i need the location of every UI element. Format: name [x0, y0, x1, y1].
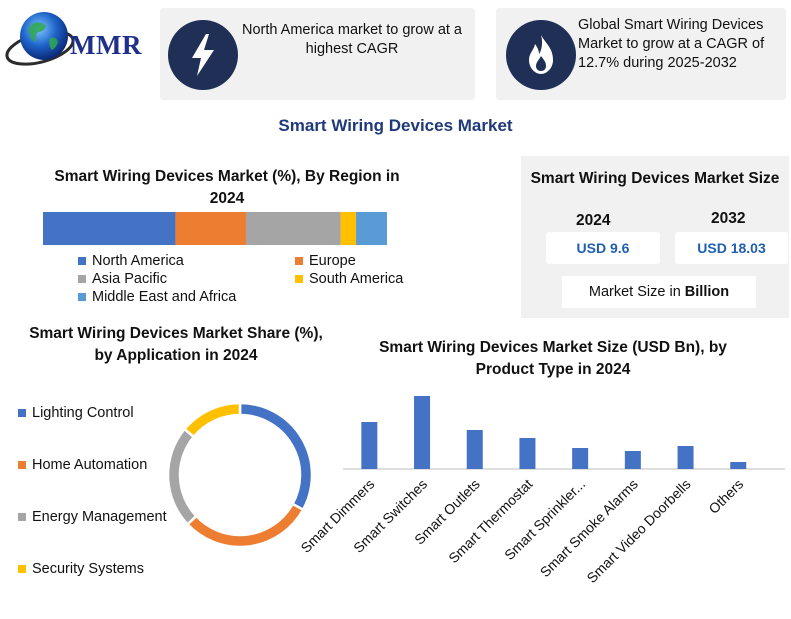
legend-swatch: [78, 257, 86, 265]
legend-asia-pacific: Asia Pacific: [78, 271, 167, 287]
highlight-card-cagr: Global Smart Wiring Devices Market to gr…: [496, 8, 786, 100]
legend-europe: Europe: [295, 253, 356, 269]
x-tick-label: Others: [705, 476, 746, 517]
application-chart-title: Smart Wiring Devices Market Share (%), b…: [29, 325, 323, 364]
legend-swatch: [18, 409, 26, 417]
legend-south-america: South America: [295, 271, 403, 287]
legend-label: Home Automation: [32, 457, 148, 473]
donut-slice-energy-management: [166, 427, 199, 527]
legend-label: Energy Management: [32, 509, 167, 525]
bar-others: [730, 462, 747, 469]
bar-smart-sprinkler: [572, 448, 589, 469]
legend-label: South America: [309, 271, 404, 287]
donut-slice-security-systems: [182, 401, 242, 439]
legend-label: Security Systems: [32, 561, 144, 577]
legend-swatch: [295, 275, 303, 283]
application-donut-chart: [166, 401, 314, 549]
bar-smart-smoke-alarms: [624, 451, 641, 469]
x-tick-label: Smart Video Doorbells: [583, 476, 693, 586]
legend-label: Europe: [309, 253, 356, 269]
flame-icon: [506, 20, 576, 90]
legend-label: Middle East and Africa: [92, 289, 237, 305]
product-chart-title: Smart Wiring Devices Market Size (USD Bn…: [379, 339, 727, 378]
legend-swatch: [78, 293, 86, 301]
bar-smart-thermostat: [519, 438, 536, 469]
legend-swatch: [295, 257, 303, 265]
card2-text: Global Smart Wiring Devices Market to gr…: [578, 17, 765, 71]
year-2032: 2032: [711, 210, 746, 227]
page-title: Smart Wiring Devices Market: [278, 116, 513, 135]
legend-label: Asia Pacific: [92, 271, 167, 287]
legend-middle-east-africa: Middle East and Africa: [78, 289, 236, 305]
legend-label: North America: [92, 253, 184, 269]
unit-prefix: Market Size in: [588, 284, 681, 300]
highlight-card-north-america: North America market to grow at a highes…: [160, 8, 475, 100]
region-segment-asia-pacific: [245, 212, 341, 245]
region-stacked-bar: [43, 212, 387, 245]
bar-smart-video-doorbells: [677, 446, 694, 469]
region-segment-middle-east-and-africa: [356, 212, 387, 245]
value-2024: USD 9.6: [546, 232, 660, 264]
legend-energy-management: Energy Management: [18, 509, 167, 525]
legend-swatch: [18, 565, 26, 573]
value-2032: USD 18.03: [675, 232, 788, 264]
bar-smart-switches: [414, 396, 431, 469]
x-tick-label: Smart Smoke Alarms: [537, 476, 641, 580]
mmr-logo: [5, 12, 75, 66]
legend-lighting-control: Lighting Control: [18, 405, 134, 421]
region-segment-europe: [175, 212, 246, 245]
bar-smart-dimmers: [361, 422, 378, 469]
market-size-title: Smart Wiring Devices Market Size: [530, 170, 780, 187]
market-size-unit: Market Size in Billion: [562, 276, 756, 308]
legend-home-automation: Home Automation: [18, 457, 147, 473]
legend-north-america: North America: [78, 253, 184, 269]
legend-swatch: [78, 275, 86, 283]
year-2024: 2024: [576, 212, 611, 229]
bar-smart-outlets: [466, 430, 483, 469]
region-chart-title: Smart Wiring Devices Market (%), By Regi…: [54, 168, 400, 207]
region-segment-south-america: [340, 212, 357, 245]
card1-text: North America market to grow at a highes…: [242, 22, 462, 57]
region-segment-north-america: [43, 212, 176, 245]
lightning-bolt-icon: [168, 20, 238, 90]
legend-security-systems: Security Systems: [18, 561, 144, 577]
donut-slice-home-automation: [185, 502, 305, 549]
legend-swatch: [18, 513, 26, 521]
legend-label: Lighting Control: [32, 405, 134, 421]
legend-swatch: [18, 461, 26, 469]
unit-bold: Billion: [684, 284, 730, 300]
logo-text: MMR: [70, 30, 142, 60]
